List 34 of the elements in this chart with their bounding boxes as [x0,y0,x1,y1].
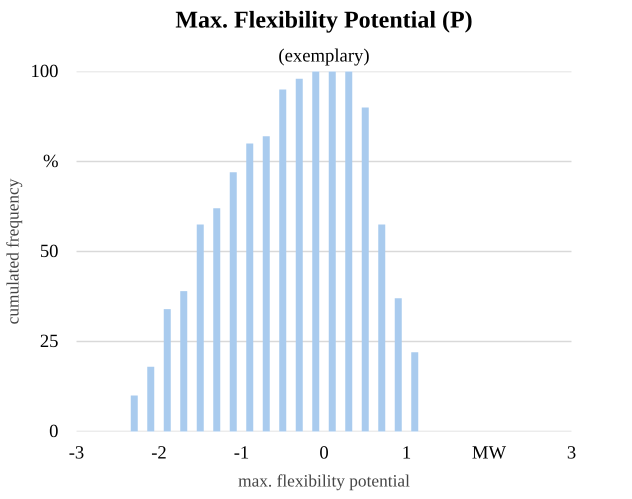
bar [147,366,154,432]
x-tick-label: 1 [402,442,412,464]
y-tick-label: 100 [30,61,58,82]
x-tick-label: -3 [68,442,84,464]
bar [246,144,254,432]
y-tick-label: 0 [49,421,58,442]
y-tick-label: % [42,151,59,172]
bar [394,298,402,432]
x-tick-label: 0 [319,442,329,464]
x-tick-label: MW [472,442,506,464]
x-tick-label: 3 [566,442,576,464]
bar [196,224,204,432]
y-tick-label: 50 [40,241,58,262]
bar [296,78,303,432]
bar [180,291,188,432]
bar [279,90,286,432]
bar [411,352,418,432]
chart-subtitle: (exemplary) [278,46,370,66]
y-tick-label: 25 [40,331,58,352]
bar [130,396,138,432]
bar [312,72,320,432]
x-axis-title: max. flexibility potential [238,472,410,490]
bar [345,72,352,432]
chart-title: Max. Flexibility Potential (P) [175,8,473,34]
bar [164,309,171,432]
bar [213,208,220,432]
bar [262,136,270,432]
x-tick-label: -2 [151,442,167,464]
y-axis-title: cumulated frequency [4,178,23,324]
bar [378,224,386,432]
bar [328,72,336,432]
bar [230,172,237,432]
x-tick-label: -1 [234,442,250,464]
bar [362,108,369,432]
